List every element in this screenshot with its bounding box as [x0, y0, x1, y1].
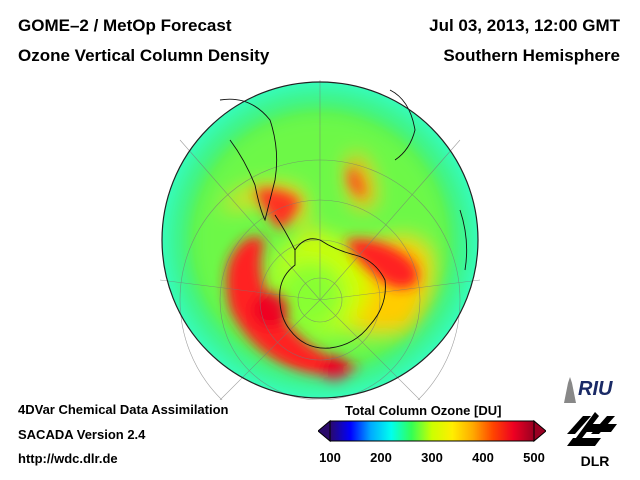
south-america-coast: [219, 98, 278, 222]
colorbar-tick-label: 200: [370, 450, 392, 465]
dlr-logo: DLR: [567, 412, 617, 469]
colorbar-high-arrow: [533, 419, 546, 443]
colorbar-tick-label: 300: [421, 450, 443, 465]
antarctic-peninsula: [274, 214, 296, 251]
dlr-logo-text: DLR: [581, 453, 610, 469]
footer-line-3: http://wdc.dlr.de: [18, 451, 118, 466]
antarctica-coast: [279, 238, 386, 349]
riu-logo-text: RIU: [578, 378, 613, 400]
footer-line-2: SACADA Version 2.4: [18, 427, 146, 442]
hemisphere-label: Southern Hemisphere: [443, 46, 620, 65]
africa-coast: [389, 89, 416, 161]
australia-coast: [459, 209, 468, 271]
title-line-1: GOME–2 / MetOp Forecast: [18, 16, 232, 35]
forecast-date: Jul 03, 2013, 12:00 GMT: [429, 16, 620, 35]
colorbar-low-arrow: [318, 419, 331, 443]
colorbar-tick-label: 500: [523, 450, 545, 465]
ozone-polar-map: [160, 80, 480, 400]
riu-logo: RIU: [564, 377, 613, 403]
colorbar-tick-label: 100: [319, 450, 341, 465]
colorbar: [318, 419, 546, 443]
footer-line-1: 4DVar Chemical Data Assimilation: [18, 402, 229, 417]
title-line-2: Ozone Vertical Column Density: [18, 46, 270, 65]
coastlines: [219, 89, 468, 349]
colorbar-gradient: [329, 420, 535, 442]
globe-outline: [161, 81, 479, 399]
colorbar-tick-label: 400: [472, 450, 494, 465]
colorbar-title: Total Column Ozone [DU]: [345, 403, 502, 418]
